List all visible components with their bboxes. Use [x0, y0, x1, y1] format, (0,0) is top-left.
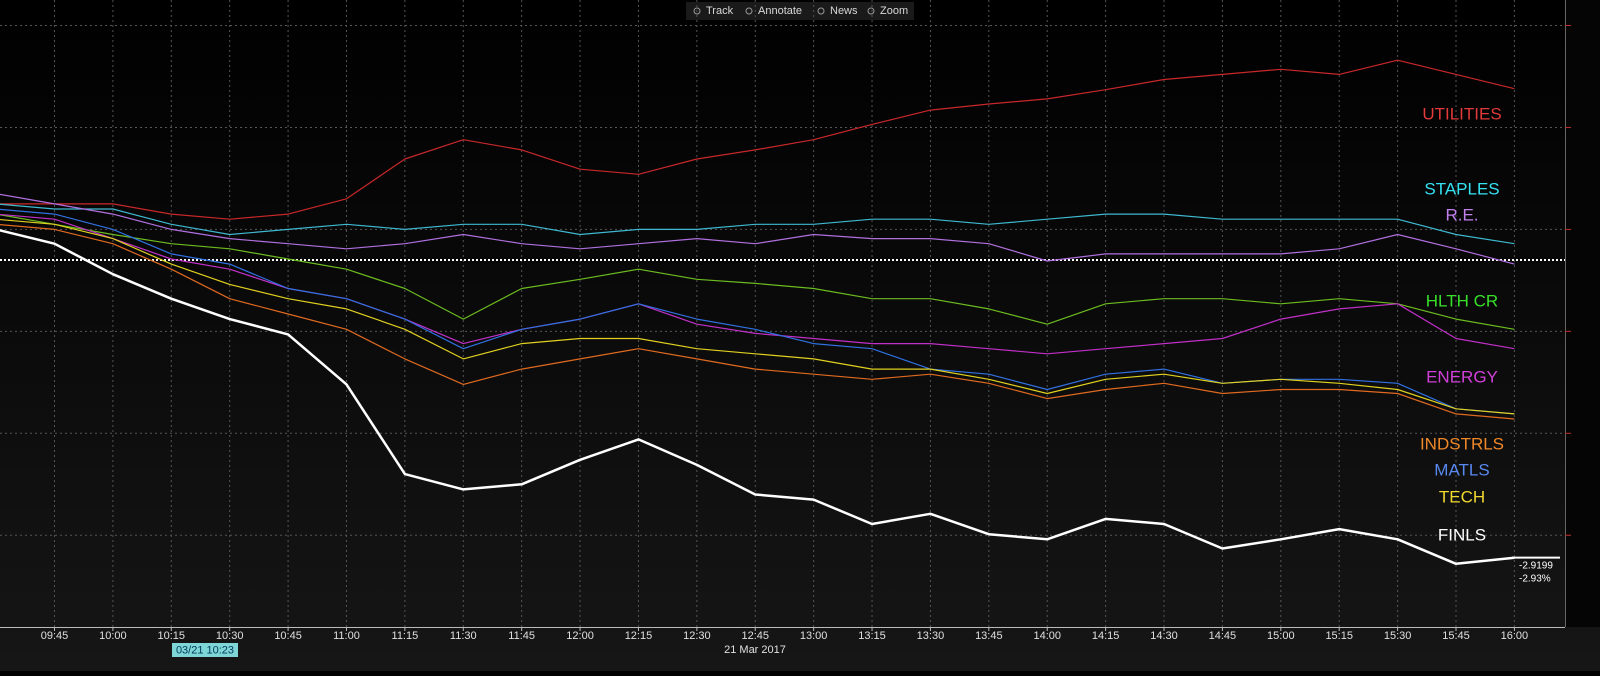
x-tick-label: 15:00	[1267, 630, 1295, 642]
last-value-label: -2.93%	[1519, 573, 1551, 584]
x-tick-label: 10:15	[158, 630, 186, 642]
series-label: HLTH CR	[1426, 291, 1498, 310]
x-tick-label: 12:45	[741, 630, 769, 642]
toolbar-label[interactable]: News	[830, 5, 858, 17]
series-line	[0, 193, 1515, 265]
series-line	[0, 224, 1515, 420]
series-line	[0, 59, 1515, 220]
x-tick-label: 12:30	[683, 630, 711, 642]
series-label: STAPLES	[1424, 179, 1499, 198]
series-label: UTILITIES	[1422, 104, 1501, 123]
crosshair-label: 03/21 10:23	[176, 644, 234, 656]
x-tick-label: 13:15	[858, 630, 886, 642]
x-axis-label: 21 Mar 2017	[724, 644, 786, 656]
series-label: INDSTRLS	[1420, 434, 1504, 453]
series-label: FINLS	[1438, 525, 1486, 544]
x-tick-label: 14:45	[1209, 630, 1237, 642]
x-tick-label: 15:30	[1384, 630, 1412, 642]
toolbar-button[interactable]: Zoom	[867, 5, 908, 17]
x-tick-label: 11:45	[508, 630, 535, 642]
x-tick-label: 10:45	[274, 630, 302, 642]
x-tick-label: 14:30	[1150, 630, 1178, 642]
toolbar-button[interactable]: Track	[693, 5, 734, 17]
toolbar-icon	[745, 7, 753, 15]
x-tick-label: 10:30	[216, 630, 244, 642]
x-tick-label: 10:00	[99, 630, 127, 642]
toolbar-label[interactable]: Annotate	[758, 5, 802, 17]
x-tick-label: 12:15	[625, 630, 653, 642]
toolbar-icon	[693, 7, 701, 15]
toolbar-label[interactable]: Track	[706, 5, 734, 17]
x-tick-label: 15:45	[1442, 630, 1470, 642]
x-tick-label: 16:00	[1501, 630, 1529, 642]
last-value-label: -2.9199	[1519, 560, 1553, 571]
x-tick-label: 11:30	[450, 630, 477, 642]
toolbar-icon	[817, 7, 825, 15]
series-line	[0, 229, 1515, 566]
series-line	[0, 214, 1515, 330]
series-label: ENERGY	[1426, 367, 1498, 386]
x-tick-label: 09:45	[41, 630, 69, 642]
crosshair-box	[172, 643, 238, 657]
series-line	[0, 203, 1515, 245]
x-tick-label: 13:00	[800, 630, 828, 642]
series-label: TECH	[1439, 487, 1485, 506]
x-tick-label: 14:00	[1033, 630, 1061, 642]
toolbar	[686, 2, 914, 20]
x-tick-label: 14:15	[1092, 630, 1120, 642]
series-label: R.E.	[1445, 205, 1478, 224]
series-line	[0, 213, 1515, 355]
x-tick-label: 15:15	[1325, 630, 1353, 642]
x-tick-label: 11:00	[333, 630, 360, 642]
toolbar-button[interactable]: News	[817, 5, 858, 17]
x-tick-label: 11:15	[392, 630, 419, 642]
toolbar-button[interactable]: Annotate	[745, 5, 802, 17]
series-label: MATLS	[1434, 460, 1489, 479]
toolbar-icon	[867, 7, 875, 15]
right-axis	[1565, 0, 1600, 627]
x-tick-label: 13:45	[975, 630, 1003, 642]
x-tick-label: 12:00	[566, 630, 594, 642]
series-line	[0, 218, 1515, 415]
x-tick-label: 13:30	[917, 630, 945, 642]
toolbar-label[interactable]: Zoom	[880, 5, 908, 17]
